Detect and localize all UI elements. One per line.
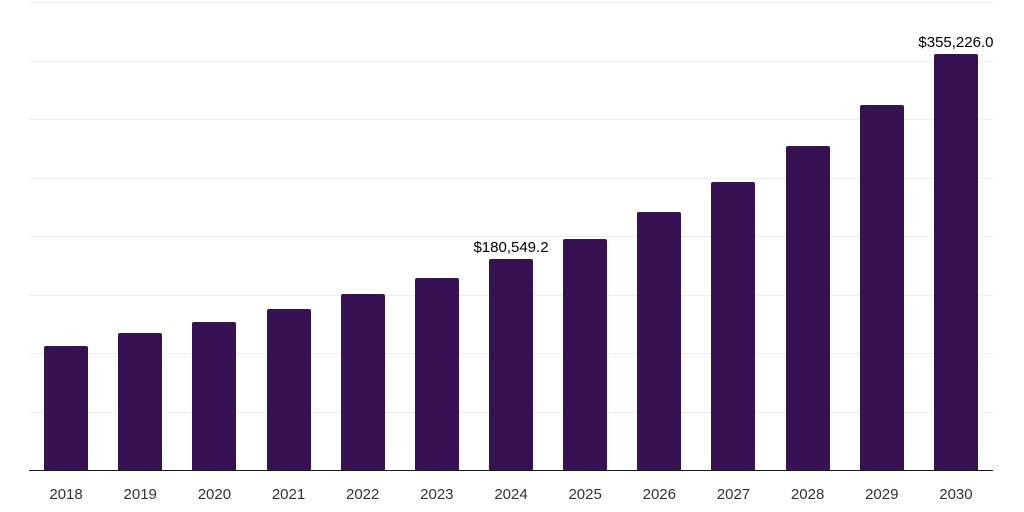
x-tick-label-2020: 2020 [197,486,232,503]
x-tick-label-2024: 2024 [494,486,528,503]
x-tick-label-2025: 2025 [568,486,602,503]
x-tick-label-2022: 2022 [346,486,380,503]
gridline [29,119,993,120]
x-tick-label-2029: 2029 [865,486,899,503]
bar-2029 [859,104,904,470]
x-tick-label-2019: 2019 [123,486,157,503]
data-label-2030: $355,226.0 [918,34,994,52]
bar-2022 [340,294,385,470]
x-tick-label-2030: 2030 [939,486,973,503]
bar-2027 [711,181,756,470]
bar-2021 [266,309,311,470]
bar-2028 [785,146,830,470]
bar-2024 [489,258,533,470]
x-tick-label-2026: 2026 [642,486,676,503]
x-tick-label-2018: 2018 [49,486,83,503]
x-tick-label-2023: 2023 [420,486,454,503]
bar-2020 [192,322,237,470]
x-axis-line [29,470,993,471]
x-tick-label-2021: 2021 [271,486,306,503]
bar-2030 [933,54,978,470]
x-tick-label-2027: 2027 [716,486,751,503]
gridline [29,60,993,62]
bar-2018 [44,345,89,470]
bar-2023 [414,278,459,470]
bar-2025 [563,238,608,470]
gridline [29,177,993,179]
gridline [29,2,993,3]
gridline [29,236,993,237]
bar-2026 [637,212,682,470]
data-label-2024: $180,549.2 [473,238,549,256]
plot-area [29,2,993,471]
bar-2019 [118,332,163,470]
x-tick-label-2028: 2028 [790,486,825,503]
